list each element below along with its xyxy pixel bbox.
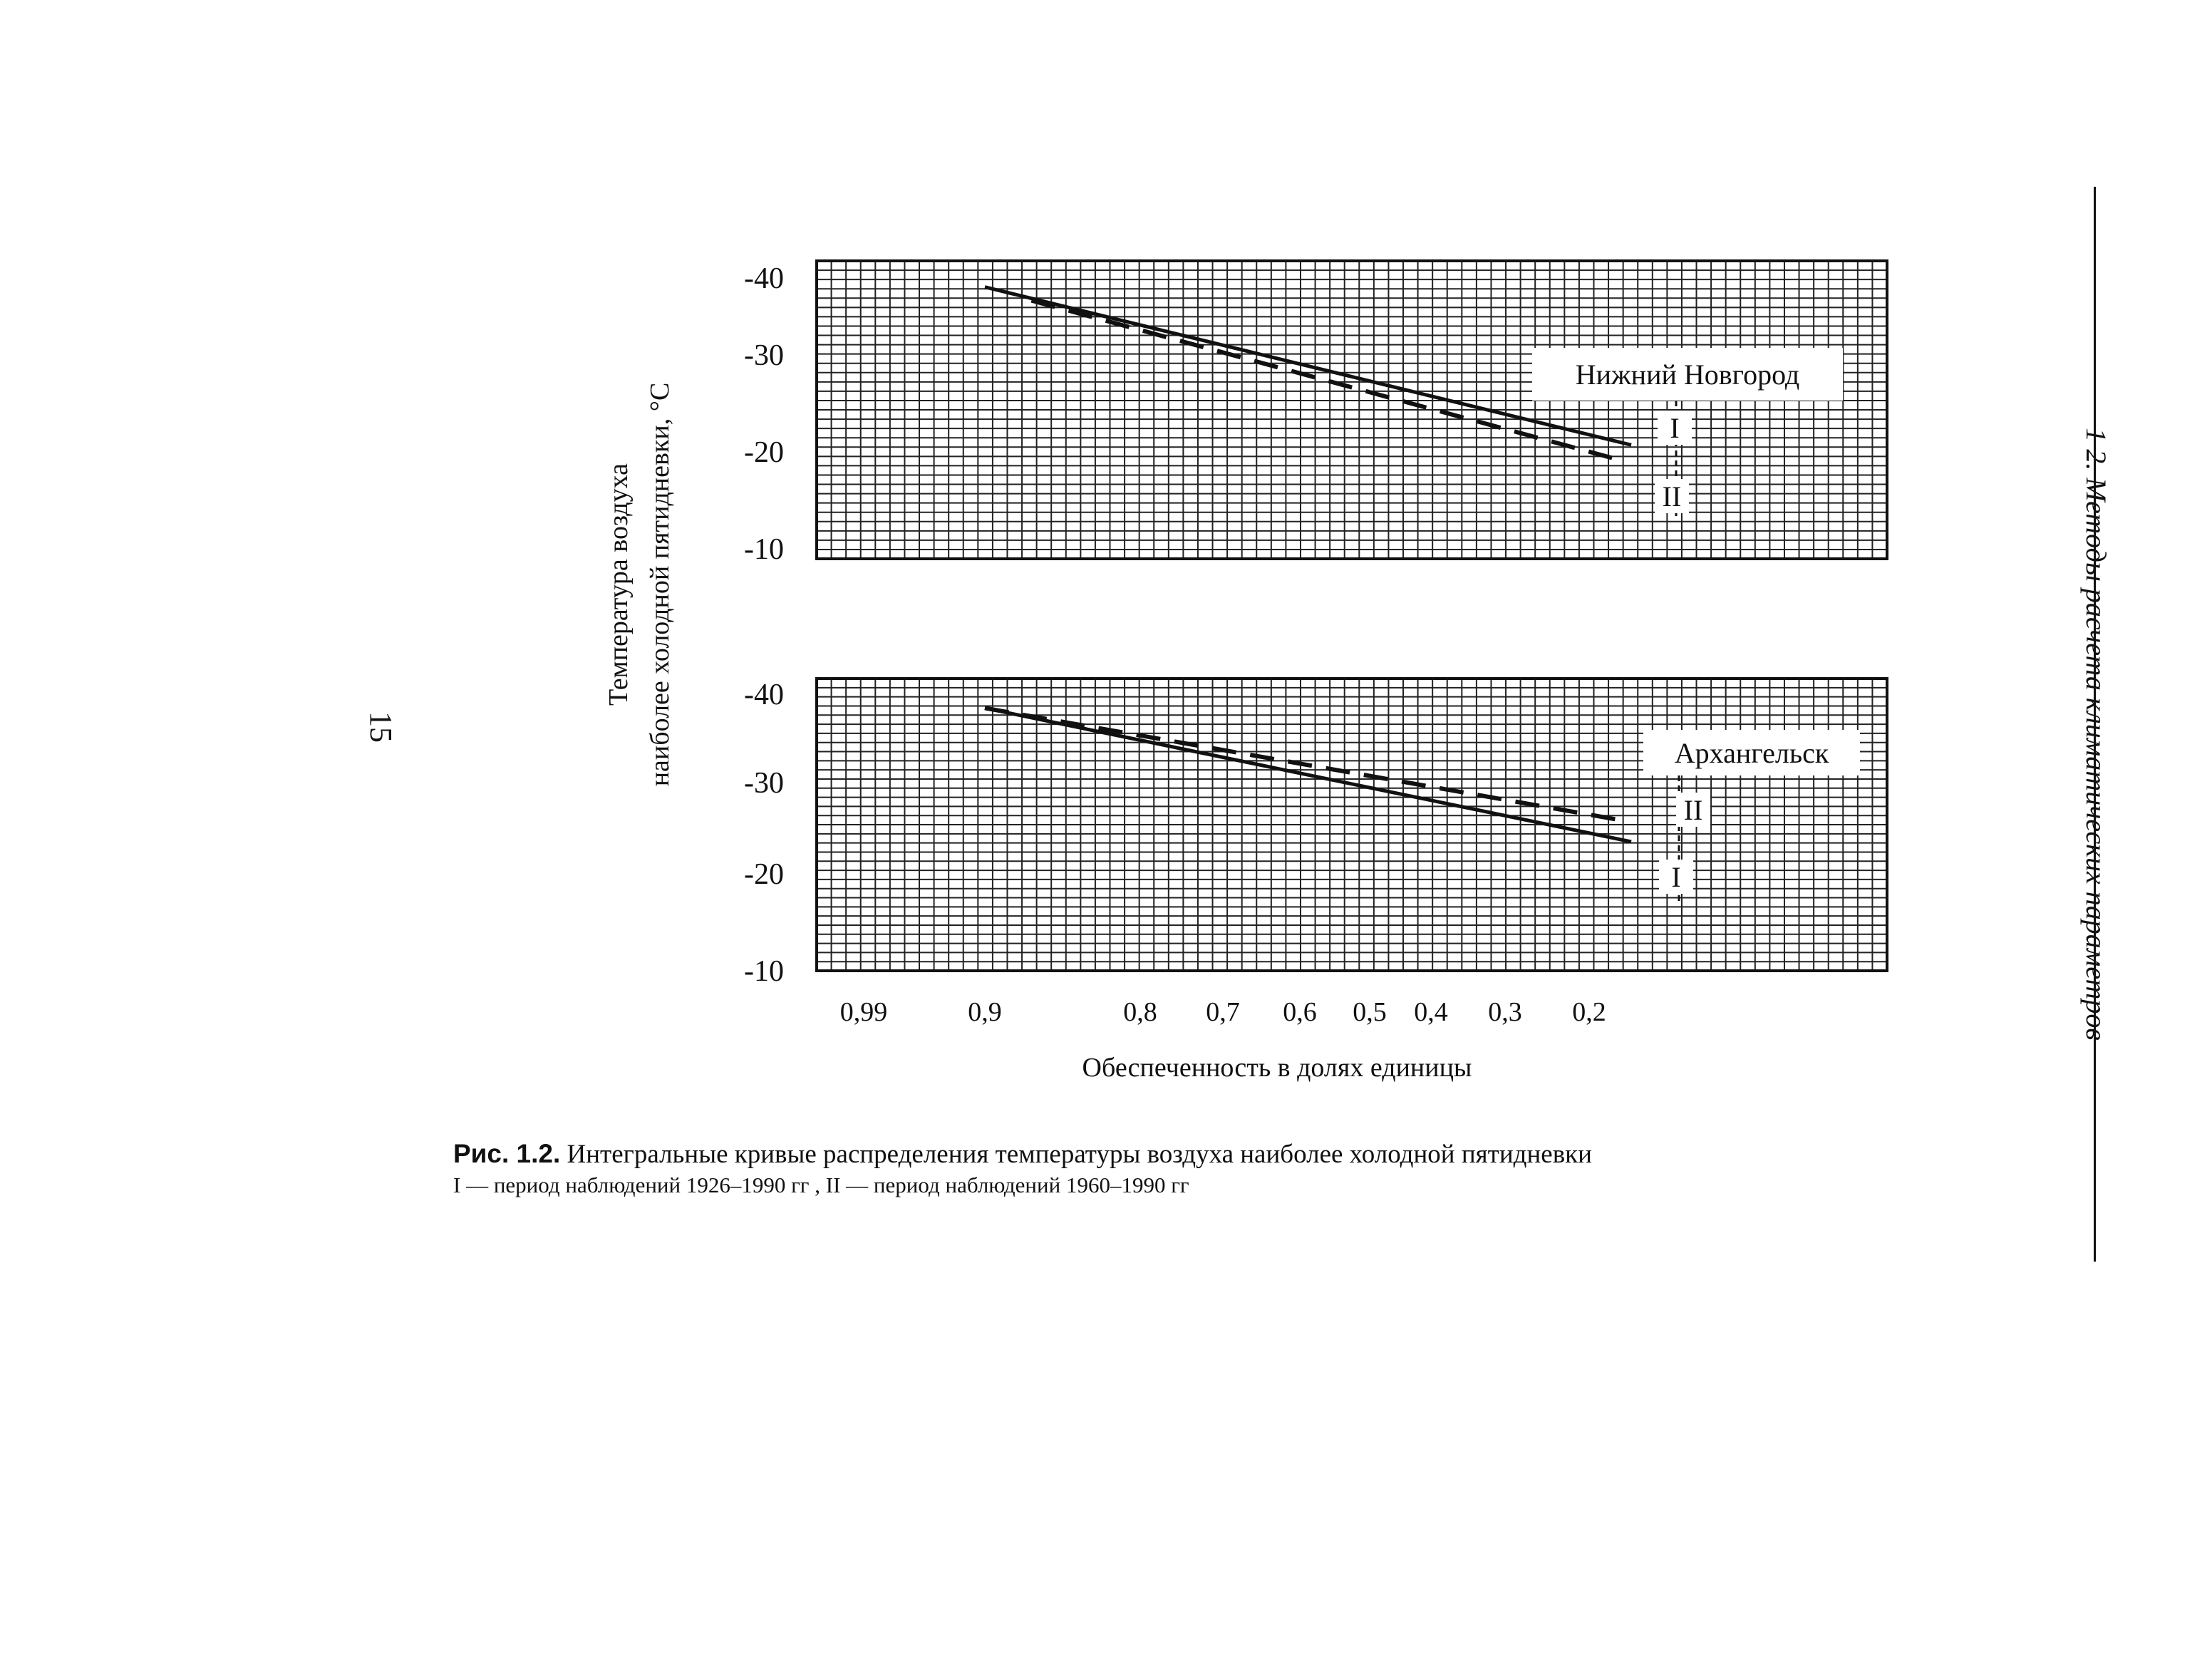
- grid: [816, 260, 1888, 560]
- running-head: 1 2. Методы расчета климатических параме…: [2080, 428, 2112, 1041]
- y-tick-label: -10: [744, 955, 784, 988]
- caption-text: Интегральные кривые распределения темпер…: [560, 1140, 1592, 1169]
- y-tick-label: -40: [744, 262, 784, 295]
- panel-title: Нижний Новгород: [1576, 359, 1800, 391]
- x-axis-title: Обеспеченность в долях единицы: [1082, 1053, 1472, 1083]
- y-axis-title-line2: наиболее холодной пятидневки, °С: [645, 383, 675, 787]
- x-tick-label: 0,6: [1283, 997, 1317, 1027]
- series-label-box: [1676, 793, 1710, 827]
- x-tick-label: 0,2: [1572, 997, 1606, 1027]
- panel-title: Архангельск: [1675, 737, 1829, 769]
- y-tick-label: -10: [744, 533, 784, 566]
- series-label-i: I: [1670, 412, 1679, 444]
- caption-line2: I — период наблюдений 1926–1990 гг , II …: [453, 1172, 1189, 1197]
- x-tick-label: 0,4: [1414, 997, 1448, 1027]
- caption-label: Рис. 1.2.: [453, 1139, 561, 1168]
- x-tick-labels: 0,99 0,9 0,8 0,7 0,6 0,5 0,4 0,3 0,2: [840, 997, 1606, 1027]
- x-tick-label: 0,9: [968, 997, 1002, 1027]
- series-label-box: [1658, 411, 1692, 445]
- series-label-ii: II: [1663, 480, 1682, 512]
- plot-frame: [815, 259, 1888, 560]
- y-axis-title-line1: Температура воздуха: [604, 463, 634, 706]
- y-axis-title: Температура воздуха наиболее холодной пя…: [604, 383, 675, 787]
- series-label-box: [1655, 479, 1689, 513]
- series-line-i: [984, 285, 1632, 447]
- x-tick-label: 0,8: [1123, 997, 1157, 1027]
- y-tick-label: -40: [744, 679, 784, 711]
- figure-caption: Рис. 1.2. Интегральные кривые распределе…: [453, 1138, 1736, 1200]
- x-tick-label: 0,99: [840, 997, 888, 1027]
- x-tick-label: 0,5: [1353, 997, 1387, 1027]
- y-tick-label: -20: [744, 858, 784, 891]
- series-line-ii: [1030, 298, 1616, 461]
- y-tick-label: -30: [744, 767, 784, 800]
- page-number: 15: [363, 711, 398, 743]
- y-tick-label: -20: [744, 436, 784, 469]
- x-tick-label: 0,7: [1206, 997, 1240, 1027]
- series-label-box: [1659, 860, 1693, 894]
- series-line-i: [984, 706, 1632, 844]
- plot-frame: [815, 677, 1888, 972]
- running-head-rule: [2094, 187, 2096, 1262]
- panel-title-box: [1532, 348, 1843, 401]
- series-line-ii: [984, 706, 1623, 823]
- panel-title-box: [1643, 730, 1860, 775]
- y-tick-label: -30: [744, 339, 784, 372]
- series-label-ii: II: [1684, 794, 1703, 826]
- series-label-i: I: [1671, 861, 1680, 893]
- x-tick-label: 0,3: [1488, 997, 1522, 1027]
